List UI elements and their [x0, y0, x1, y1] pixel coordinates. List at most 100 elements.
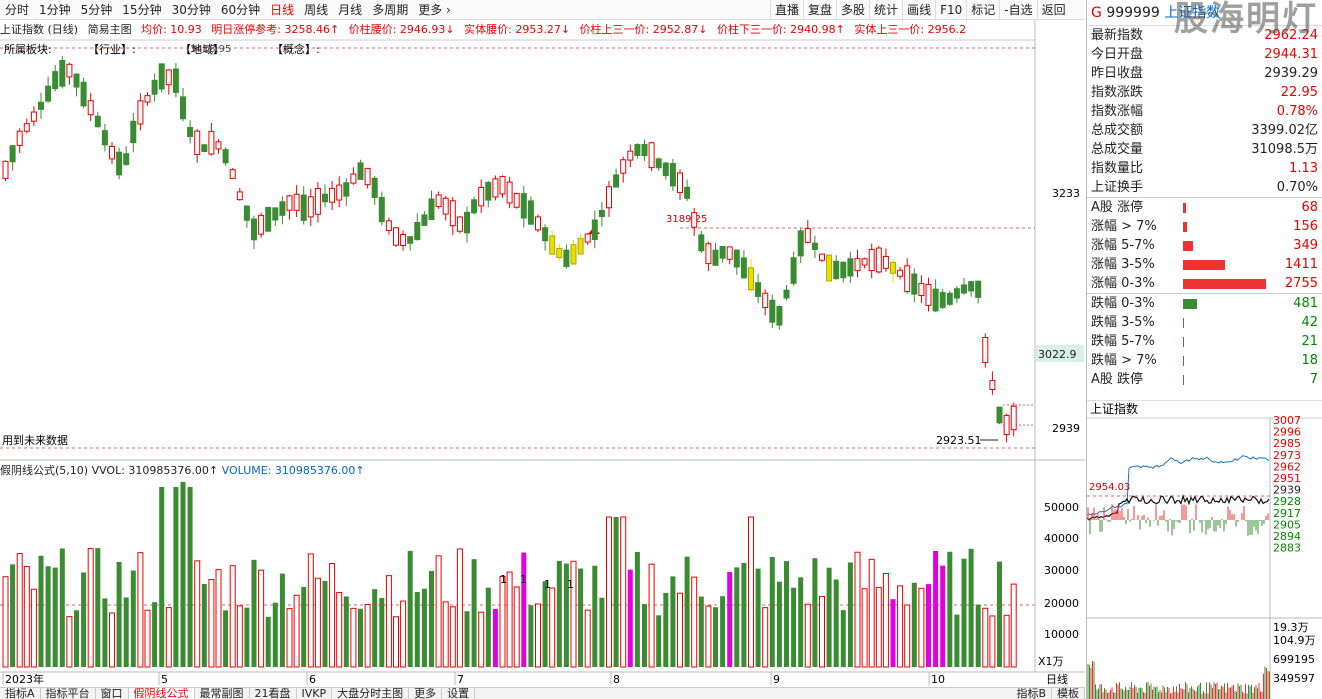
volume-bar — [918, 587, 925, 668]
bottom-right-tab-0[interactable]: 指标B — [1011, 688, 1052, 699]
period-tab-8[interactable]: 月线 — [338, 2, 363, 17]
tool-button-2[interactable]: 多股 — [836, 0, 869, 20]
candle-body — [329, 187, 336, 203]
period-tab-3[interactable]: 15分钟 — [122, 2, 162, 17]
bottom-tab-8[interactable]: 更多 — [409, 688, 443, 699]
candle-body — [506, 181, 513, 204]
period-tab-6[interactable]: 日线 — [270, 2, 295, 17]
candle-body — [322, 193, 328, 203]
candle — [30, 106, 37, 127]
bottom-tab-3[interactable]: 假阴线公式 — [128, 688, 195, 699]
candle — [442, 195, 449, 221]
candle — [606, 181, 612, 217]
bottom-tab-5[interactable]: 21看盘 — [250, 688, 297, 699]
volume-bar — [691, 576, 698, 668]
tool-button-5[interactable]: F10 — [935, 0, 966, 20]
volume-bar — [336, 591, 343, 668]
volume-bar — [684, 556, 690, 667]
price-highlight-box — [1036, 345, 1084, 362]
candle — [172, 63, 179, 98]
period-tab-9[interactable]: 多周期 — [372, 2, 409, 17]
candle-body — [698, 234, 705, 252]
quote-label: 今日开盘 — [1091, 47, 1144, 62]
candle-body — [492, 178, 499, 198]
candle — [925, 277, 932, 312]
tool-button-0[interactable]: 直播 — [770, 0, 803, 20]
quote-row: 总成交量 31098.5万 — [1087, 140, 1322, 159]
candle-body — [464, 211, 470, 234]
period-tab-0[interactable]: 分时 — [5, 2, 30, 17]
volume-bar — [2, 576, 9, 668]
tool-button-3[interactable]: 统计 — [869, 0, 902, 20]
tool-button-8[interactable]: 返回 — [1036, 0, 1070, 20]
candle — [797, 228, 804, 264]
stat-value: 1411 — [1284, 257, 1318, 272]
bottom-right-tab-1[interactable]: 模板 — [1052, 688, 1085, 699]
candle-body — [776, 305, 783, 326]
bottom-tab-0[interactable]: 指标A — [0, 688, 41, 699]
price-highlight: 3022.9 — [1038, 348, 1077, 361]
index-name[interactable]: 上证指数 (日线) — [0, 23, 79, 36]
candle — [662, 161, 669, 180]
volume-bar — [642, 604, 647, 667]
candle — [1010, 402, 1017, 437]
period-label: 日线 — [1046, 672, 1068, 686]
bottom-tab-4[interactable]: 最常副图 — [195, 688, 250, 699]
tool-button-6[interactable]: 标记 — [966, 0, 999, 20]
bottom-tab-9[interactable]: 设置 — [442, 688, 476, 699]
period-tab-1[interactable]: 1分钟 — [39, 2, 71, 17]
candle — [307, 188, 314, 227]
period-tab-10[interactable]: 更多 › — [418, 2, 451, 17]
candle-body — [748, 267, 754, 291]
candle — [712, 242, 719, 266]
candle — [726, 246, 733, 265]
volume-formula[interactable]: 假阴线公式(5,10) — [0, 464, 89, 477]
xaxis-label-4: 8 — [613, 673, 620, 686]
candle — [577, 233, 584, 255]
candle-body — [87, 100, 94, 116]
candle — [492, 175, 499, 201]
tool-button-7[interactable]: -自选 — [999, 0, 1036, 20]
candle — [684, 179, 691, 201]
candle-body — [684, 186, 691, 199]
period-tab-2[interactable]: 5分钟 — [80, 2, 113, 17]
volume-tick-1: 40000 — [1044, 532, 1079, 545]
volume-bar — [748, 516, 754, 668]
period-tab-7[interactable]: 周线 — [304, 2, 329, 17]
tool-button-4[interactable]: 画线 — [902, 0, 935, 20]
candle-body — [584, 233, 591, 243]
tool-button-1[interactable]: 复盘 — [803, 0, 836, 20]
quote-label: 上证换手 — [1091, 180, 1144, 195]
volume-bar — [429, 570, 434, 667]
stat-value: 68 — [1301, 200, 1318, 215]
period-tab-4[interactable]: 30分钟 — [171, 2, 211, 17]
candle-body — [606, 186, 612, 209]
index-code: 999999 — [1106, 5, 1160, 21]
volume-bar — [762, 607, 769, 668]
candle-body — [953, 288, 960, 299]
bottom-tab-2[interactable]: 窗口 — [96, 688, 129, 699]
chart-mode[interactable]: 简易主图 — [87, 23, 132, 36]
volume-bar — [727, 572, 733, 667]
volume-bar — [528, 605, 534, 667]
candle — [669, 158, 676, 192]
candle-body — [861, 258, 868, 266]
bottom-tab-1[interactable]: 指标平台 — [41, 688, 96, 699]
kline-chart[interactable]: 所属板块: 【行业】: 【地域】3418.95 【概念】: 3233 2939 3022.9… — [0, 0, 1085, 699]
candle-body — [882, 255, 889, 269]
bottom-tab-7[interactable]: 大盘分时主图 — [332, 688, 410, 699]
candle-body — [222, 149, 229, 164]
candle-body — [591, 219, 598, 240]
intraday-mini-chart[interactable]: 上证指数 300729962985297329622951293929282917… — [1087, 400, 1322, 699]
mini-price-line — [1087, 455, 1270, 516]
bottom-tab-6[interactable]: IVKP — [297, 688, 333, 699]
volume-bar — [648, 563, 655, 668]
candle — [371, 175, 378, 205]
period-tab-5[interactable]: 60分钟 — [220, 2, 261, 17]
volume-bar — [307, 553, 314, 668]
mini-vol-tick-0: 19.3万 — [1273, 621, 1309, 634]
quote-value: 22.95 — [1280, 85, 1318, 100]
candle-body — [875, 247, 882, 273]
candle-body — [208, 130, 215, 155]
candle-body — [598, 209, 605, 218]
